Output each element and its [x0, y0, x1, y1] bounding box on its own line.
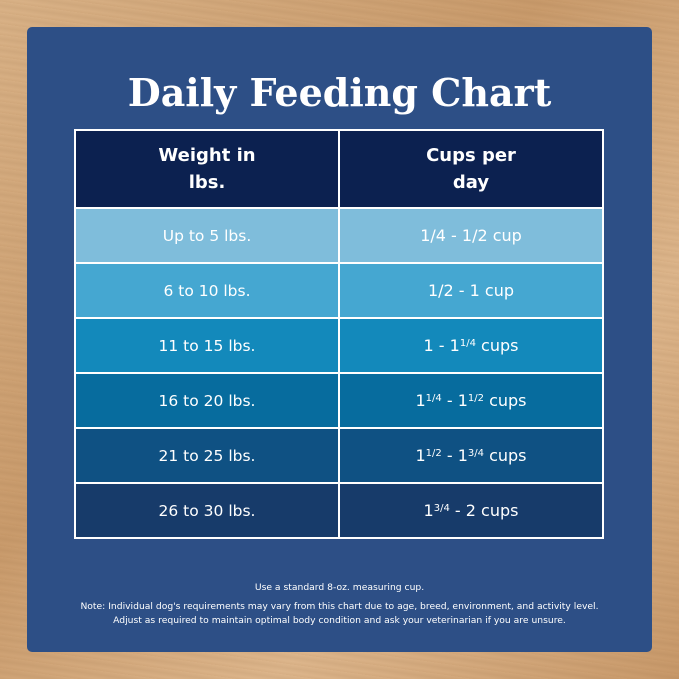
- weight-column-header: Weight in lbs.: [74, 129, 340, 209]
- chart-title: Daily Feeding Chart: [127, 70, 552, 115]
- cups-cell: 13/4 - 2 cups: [338, 482, 604, 539]
- cups-cell: 11/4 - 11/2 cups: [338, 372, 604, 429]
- cups-text: 1: [415, 446, 426, 465]
- cups-text: - 2 cups: [449, 501, 519, 520]
- cups-text: 1: [415, 391, 426, 410]
- table-row: 6 to 10 lbs. 1/2 - 1 cup: [74, 262, 604, 319]
- requirements-note: Note: Individual dog's requirements may …: [80, 601, 599, 612]
- weight-cell: 6 to 10 lbs.: [74, 262, 340, 319]
- cups-text: - 1: [441, 391, 468, 410]
- weight-header-line2: lbs.: [188, 172, 226, 193]
- cups-text: 1/2 - 1 cup: [427, 281, 515, 300]
- cups-fraction: 1/4: [459, 338, 476, 349]
- feeding-chart-panel: Daily Feeding Chart Weight in lbs. Cups …: [27, 27, 652, 652]
- cups-cell: 1 - 11/4 cups: [338, 317, 604, 374]
- weight-cell: Up to 5 lbs.: [74, 207, 340, 264]
- cups-fraction: 3/4: [467, 448, 484, 459]
- cups-text: 1 - 1: [423, 336, 460, 355]
- cups-text: 1: [423, 501, 434, 520]
- weight-cell: 26 to 30 lbs.: [74, 482, 340, 539]
- cups-cell: 1/4 - 1/2 cup: [338, 207, 604, 264]
- table-row: Up to 5 lbs. 1/4 - 1/2 cup: [74, 207, 604, 264]
- cups-fraction: 1/2: [425, 448, 442, 459]
- weight-cell: 11 to 15 lbs.: [74, 317, 340, 374]
- table-row: 16 to 20 lbs. 11/4 - 11/2 cups: [74, 372, 604, 429]
- cups-column-header: Cups per day: [338, 129, 604, 209]
- cups-cell: 11/2 - 13/4 cups: [338, 427, 604, 484]
- cups-fraction: 3/4: [433, 503, 450, 514]
- cups-text: cups: [483, 391, 527, 410]
- cups-text: - 1: [441, 446, 468, 465]
- cups-header-line1: Cups per: [426, 145, 516, 166]
- cups-text: cups: [483, 446, 527, 465]
- cups-cell: 1/2 - 1 cup: [338, 262, 604, 319]
- cups-text: cups: [475, 336, 519, 355]
- table-row: 21 to 25 lbs. 11/2 - 13/4 cups: [74, 427, 604, 484]
- cups-header-line2: day: [452, 172, 490, 193]
- adjustment-note: Adjust as required to maintain optimal b…: [113, 615, 566, 626]
- cups-text: 1/4 - 1/2 cup: [420, 226, 522, 245]
- feeding-table: Weight in lbs. Cups per day Up to 5 lbs.…: [74, 129, 604, 539]
- cups-fraction: 1/4: [425, 393, 442, 404]
- measuring-cup-note: Use a standard 8-oz. measuring cup.: [254, 582, 425, 593]
- cups-fraction: 1/2: [467, 393, 484, 404]
- table-row: 26 to 30 lbs. 13/4 - 2 cups: [74, 482, 604, 539]
- weight-cell: 16 to 20 lbs.: [74, 372, 340, 429]
- weight-cell: 21 to 25 lbs.: [74, 427, 340, 484]
- table-row: 11 to 15 lbs. 1 - 11/4 cups: [74, 317, 604, 374]
- table-header-row: Weight in lbs. Cups per day: [74, 129, 604, 209]
- weight-header-line1: Weight in: [158, 145, 256, 166]
